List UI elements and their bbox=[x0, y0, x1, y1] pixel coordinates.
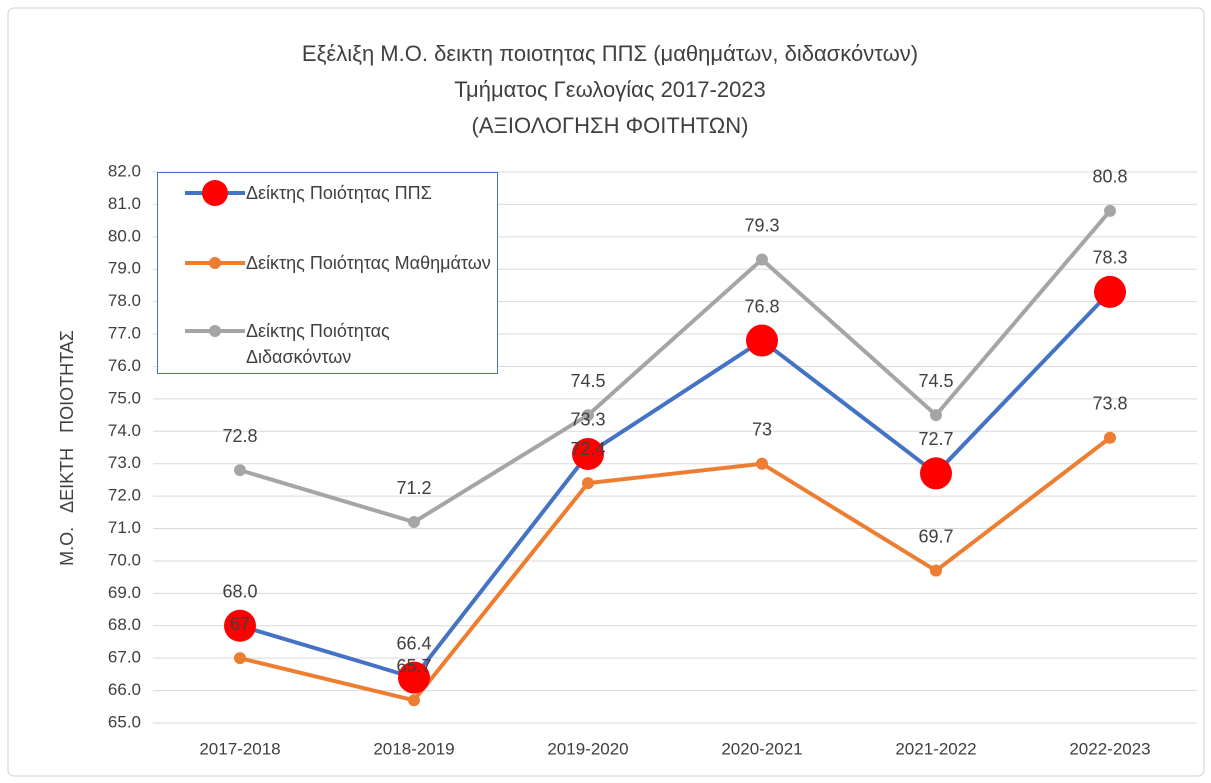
data-point bbox=[1094, 275, 1126, 308]
data-point bbox=[398, 661, 430, 694]
data-point bbox=[930, 409, 942, 422]
data-point bbox=[224, 609, 256, 642]
data-point bbox=[746, 324, 778, 357]
y-tick-label: 73.0 bbox=[108, 453, 141, 472]
data-point bbox=[756, 457, 768, 470]
data-label: 80.8 bbox=[1092, 167, 1127, 187]
y-tick-label: 79.0 bbox=[108, 259, 141, 278]
y-tick-label: 68.0 bbox=[108, 615, 141, 634]
data-label: 74.5 bbox=[570, 371, 605, 391]
data-label: 65.7 bbox=[396, 656, 431, 676]
y-tick-label: 75.0 bbox=[108, 388, 141, 407]
y-tick-label: 82.0 bbox=[108, 161, 141, 180]
x-tick-label: 2020-2021 bbox=[721, 739, 802, 758]
x-tick-label: 2022-2023 bbox=[1069, 739, 1150, 758]
y-tick-label: 71.0 bbox=[108, 518, 141, 537]
legend-swatch bbox=[185, 180, 245, 206]
series-line bbox=[239, 209, 1112, 525]
legend-item: Δείκτης Ποιότητας ΠΠΣ bbox=[158, 180, 496, 206]
legend-swatch bbox=[185, 257, 245, 269]
x-tick-label: 2021-2022 bbox=[895, 739, 976, 758]
y-tick-label: 74.0 bbox=[108, 421, 141, 440]
y-axis-label: Μ.Ο. ΔΕΙΚΤΗ ΠΟΙΟΤΗΤΑΣ bbox=[57, 330, 77, 566]
data-label: 78.3 bbox=[1092, 248, 1127, 268]
data-label: 73.3 bbox=[570, 410, 605, 430]
legend-item: Δείκτης Ποιότητας Μαθημάτων bbox=[158, 250, 496, 276]
y-tick-label: 81.0 bbox=[108, 194, 141, 213]
data-point bbox=[920, 457, 952, 490]
legend-label: Δείκτης Ποιότητας Διδασκόντων bbox=[246, 321, 390, 367]
data-label: 72.7 bbox=[918, 429, 953, 449]
series-line bbox=[239, 436, 1112, 703]
data-label: 71.2 bbox=[396, 478, 431, 498]
data-label: 73.8 bbox=[1092, 394, 1127, 414]
y-tick-label: 78.0 bbox=[108, 291, 141, 310]
data-label: 72.8 bbox=[222, 426, 257, 446]
data-point bbox=[1104, 431, 1116, 444]
data-label: 69.7 bbox=[918, 526, 953, 546]
data-label: 68.0 bbox=[222, 582, 257, 602]
chart-title: Τμήματος Γεωλογίας 2017-2023 bbox=[454, 77, 766, 102]
data-point bbox=[582, 477, 594, 490]
y-tick-label: 67.0 bbox=[108, 648, 141, 667]
data-label: 72.4 bbox=[570, 439, 605, 459]
data-point bbox=[572, 437, 604, 470]
chart-title: Εξέλιξη Μ.Ο. δεικτη ποιοτητας ΠΠΣ (μαθημ… bbox=[302, 41, 918, 66]
data-label: 74.5 bbox=[918, 371, 953, 391]
data-label: 79.3 bbox=[744, 215, 779, 235]
x-tick-label: 2019-2020 bbox=[547, 739, 628, 758]
y-tick-label: 70.0 bbox=[108, 550, 141, 569]
legend-marker bbox=[209, 325, 221, 337]
data-label: 76.8 bbox=[744, 296, 779, 316]
data-point bbox=[582, 409, 594, 422]
y-tick-label: 66.0 bbox=[108, 680, 141, 699]
series-line bbox=[239, 290, 1112, 680]
data-point bbox=[756, 253, 768, 266]
data-label: 67 bbox=[230, 614, 250, 634]
x-tick-label: 2018-2019 bbox=[373, 739, 454, 758]
legend-marker bbox=[202, 180, 228, 206]
chart-title: (ΑΞΙΟΛΟΓΗΣΗ ΦΟΙΤΗΤΩΝ) bbox=[472, 113, 749, 138]
y-tick-label: 77.0 bbox=[108, 324, 141, 343]
data-point bbox=[408, 516, 420, 529]
legend-item: Δείκτης Ποιότητας Διδασκόντων bbox=[158, 318, 496, 370]
data-point bbox=[408, 694, 420, 707]
y-tick-label: 72.0 bbox=[108, 486, 141, 505]
y-tick-label: 76.0 bbox=[108, 356, 141, 375]
y-tick-label: 80.0 bbox=[108, 226, 141, 245]
legend-label: Δείκτης Ποιότητας ΠΠΣ bbox=[246, 183, 432, 203]
legend-swatch bbox=[185, 325, 245, 337]
x-tick-label: 2017-2018 bbox=[199, 739, 280, 758]
data-point bbox=[930, 564, 942, 577]
data-label: 66.4 bbox=[396, 633, 431, 653]
legend-label: Δείκτης Ποιότητας Μαθημάτων bbox=[246, 253, 491, 273]
data-label: 73 bbox=[752, 419, 772, 439]
data-point bbox=[234, 652, 246, 665]
y-tick-label: 69.0 bbox=[108, 583, 141, 602]
data-point bbox=[234, 464, 246, 477]
legend-marker bbox=[209, 257, 221, 269]
y-tick-label: 65.0 bbox=[108, 712, 141, 731]
data-point bbox=[1104, 204, 1116, 217]
legend: Δείκτης Ποιότητας ΠΠΣ Δείκτης Ποιότητας Μ… bbox=[157, 172, 498, 374]
